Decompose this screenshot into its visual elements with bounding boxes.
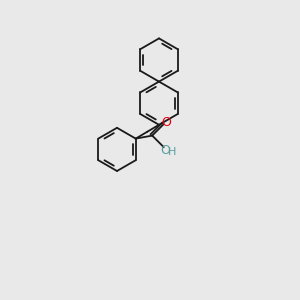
Text: O: O xyxy=(160,144,170,158)
Text: O: O xyxy=(162,116,172,130)
Text: H: H xyxy=(168,147,176,158)
